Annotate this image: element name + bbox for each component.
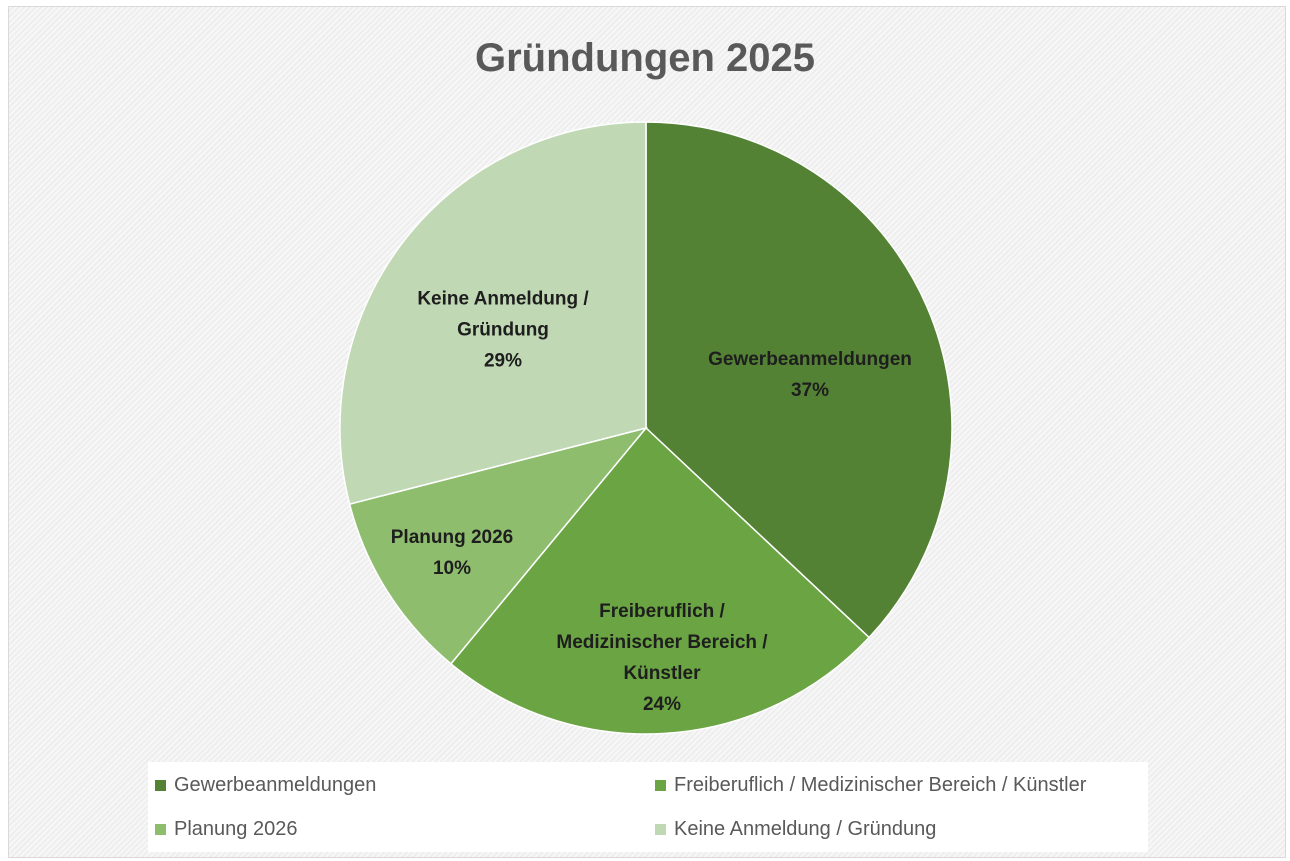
slice-category: Keine Anmeldung / Gründung bbox=[417, 288, 589, 341]
legend-item: Gewerbeanmeldungen bbox=[155, 774, 376, 797]
legend-item: Keine Anmeldung / Gründung bbox=[655, 818, 936, 841]
legend-swatch bbox=[155, 780, 166, 791]
pie-slice bbox=[348, 426, 649, 665]
legend-label: Gewerbeanmeldungen bbox=[174, 774, 377, 796]
legend: Gewerbeanmeldungen Freiberuflich / Medizi… bbox=[148, 762, 1148, 852]
legend-label: Planung 2026 bbox=[174, 818, 298, 840]
legend-item: Freiberuflich / Medizinischer Bereich / … bbox=[655, 774, 1086, 797]
slice-label: Freiberuflich / Medizinischer Bereich / … bbox=[537, 596, 787, 720]
pie-slice bbox=[645, 121, 953, 639]
legend-swatch bbox=[655, 780, 666, 791]
slice-value: 10% bbox=[432, 558, 472, 579]
legend-swatch bbox=[155, 824, 166, 835]
slice-label: Gewerbeanmeldungen 37% bbox=[680, 344, 940, 406]
slice-category: Gewerbeanmeldungen bbox=[708, 349, 912, 370]
legend-item: Planung 2026 bbox=[155, 818, 297, 841]
legend-swatch bbox=[655, 824, 666, 835]
pie-slice bbox=[339, 121, 647, 506]
slice-value: 24% bbox=[642, 694, 682, 715]
slice-category: Freiberuflich / Medizinischer Bereich / … bbox=[556, 601, 768, 684]
legend-label: Freiberuflich / Medizinischer Bereich / … bbox=[674, 774, 1087, 796]
slice-value: 29% bbox=[483, 350, 523, 372]
legend-label: Keine Anmeldung / Gründung bbox=[674, 818, 937, 840]
slice-label: Keine Anmeldung / Gründung 29% bbox=[388, 284, 618, 377]
slice-category: Planung 2026 bbox=[390, 527, 514, 548]
pie-slice bbox=[449, 426, 871, 735]
slice-label: Planung 2026 10% bbox=[372, 522, 532, 584]
chart-title: Gründungen 2025 bbox=[474, 36, 816, 80]
slice-value: 37% bbox=[790, 380, 830, 401]
